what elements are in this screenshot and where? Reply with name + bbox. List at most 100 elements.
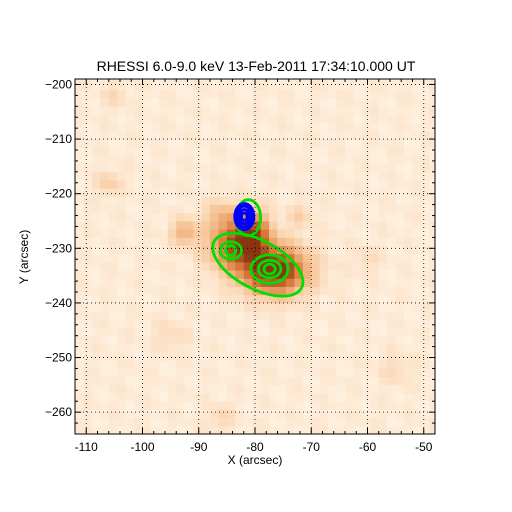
image-pixel-971 (260, 401, 270, 410)
image-pixel-1448 (345, 98, 354, 107)
image-pixel-1816 (420, 327, 430, 337)
image-pixel-49 (83, 384, 93, 394)
image-pixel-513 (167, 188, 177, 197)
image-pixel-185 (108, 352, 118, 361)
image-pixel-1611 (378, 204, 388, 214)
image-pixel-83 (83, 106, 93, 115)
image-pixel-402 (150, 376, 160, 386)
image-pixel-1101 (285, 417, 295, 427)
image-pixel-1810 (420, 376, 430, 386)
image-pixel-964 (252, 98, 262, 107)
image-pixel-428 (150, 163, 160, 173)
image-pixel-1780 (412, 261, 422, 271)
image-pixel-1874 (429, 212, 436, 222)
image-pixel-1512 (361, 294, 371, 304)
image-pixel-673 (201, 319, 211, 328)
image-pixel-1059 (277, 401, 287, 410)
image-pixel-1498 (361, 409, 371, 419)
image-pixel-319 (134, 335, 143, 345)
image-pixel-1673 (395, 417, 405, 427)
image-pixel-636 (193, 261, 202, 271)
image-pixel-438 (150, 81, 160, 91)
image-pixel-1396 (336, 163, 346, 173)
image-pixel-1862 (429, 311, 436, 320)
image-pixel-1678 (395, 376, 405, 386)
image-pixel-1787 (412, 204, 422, 214)
image-pixel-1166 (294, 245, 304, 255)
image-pixel-1805 (420, 417, 430, 427)
image-pixel-1058 (277, 409, 287, 419)
image-pixel-1022 (269, 343, 278, 353)
image-pixel-853 (235, 286, 245, 296)
image-pixel-46 (83, 409, 93, 419)
image-pixel-837 (235, 417, 245, 427)
image-pixel-1742 (404, 212, 413, 222)
image-pixel-23 (75, 237, 84, 246)
image-pixel-826 (226, 147, 236, 156)
image-pixel-1846 (420, 81, 430, 91)
image-pixel-1876 (429, 196, 436, 206)
image-pixel-1218 (302, 180, 312, 189)
image-pixel-1151 (294, 368, 304, 378)
image-pixel-558 (176, 180, 186, 189)
image-pixel-684 (201, 229, 211, 238)
image-pixel-1589 (378, 384, 388, 394)
image-pixel-1087 (277, 171, 287, 181)
image-pixel-172 (100, 98, 110, 107)
image-pixel-808 (226, 294, 236, 304)
image-pixel-169 (100, 122, 110, 132)
image-pixel-694 (201, 147, 211, 156)
image-pixel-71 (83, 204, 93, 214)
image-pixel-464 (159, 229, 169, 238)
image-pixel-778 (218, 180, 228, 189)
image-pixel-1238 (311, 376, 321, 386)
image-pixel-468 (159, 196, 169, 206)
image-pixel-1424 (345, 294, 354, 304)
image-pixel-471 (159, 171, 169, 181)
image-pixel-1653 (387, 221, 397, 230)
image-pixel-553 (176, 221, 186, 230)
image-pixel-1404 (336, 98, 346, 107)
image-pixel-1823 (420, 270, 430, 279)
image-pixel-822 (226, 180, 236, 189)
image-pixel-434 (150, 114, 160, 124)
y-tick-label-3: −230 (45, 241, 72, 255)
image-pixel-1180 (294, 130, 304, 140)
image-pixel-1260 (311, 196, 321, 206)
image-pixel-459 (159, 270, 169, 279)
image-pixel-1285 (319, 352, 329, 361)
image-pixel-1773 (412, 319, 422, 328)
image-pixel-37 (75, 122, 84, 132)
image-pixel-300 (125, 130, 135, 140)
image-pixel-31 (75, 171, 84, 181)
image-pixel-11 (75, 335, 84, 345)
image-pixel-427 (150, 171, 160, 181)
image-pixel-1525 (361, 188, 371, 197)
image-pixel-921 (243, 89, 253, 99)
image-pixel-1096 (277, 98, 287, 107)
image-pixel-1465 (353, 319, 363, 328)
image-pixel-713 (210, 352, 219, 361)
image-pixel-1571 (370, 171, 380, 181)
image-pixel-935 (252, 335, 262, 345)
image-pixel-1454 (353, 409, 363, 419)
image-pixel-307 (125, 79, 135, 83)
image-pixel-1574 (370, 147, 380, 156)
image-pixel-1642 (387, 311, 397, 320)
image-pixel-1042 (269, 180, 278, 189)
image-pixel-457 (159, 286, 169, 296)
image-pixel-444 (159, 393, 169, 402)
image-pixel-1637 (387, 352, 397, 361)
image-pixel-78 (83, 147, 93, 156)
image-pixel-329 (134, 253, 143, 263)
image-pixel-606 (184, 147, 194, 156)
image-pixel-868 (235, 163, 245, 173)
image-pixel-738 (210, 147, 219, 156)
image-pixel-516 (167, 163, 177, 173)
image-pixel-760 (218, 327, 228, 337)
image-pixel-1057 (277, 417, 287, 427)
image-pixel-489 (167, 384, 177, 394)
image-pixel-1682 (395, 343, 405, 353)
image-pixel-570 (176, 81, 186, 91)
image-pixel-1468 (353, 294, 363, 304)
